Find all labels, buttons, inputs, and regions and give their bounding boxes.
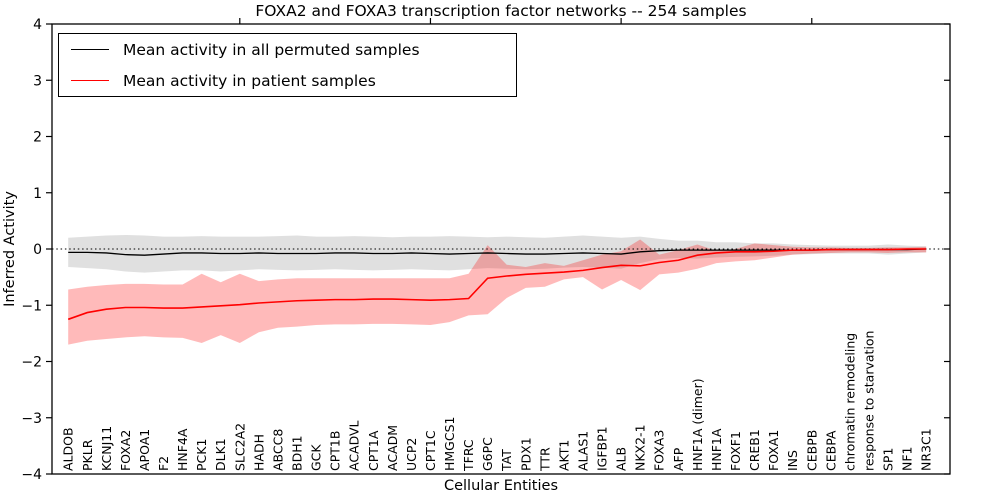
- x-axis-label: Cellular Entities: [443, 478, 559, 494]
- x-tick-label: BDH1: [289, 435, 304, 471]
- legend-label: Mean activity in all permuted samples: [123, 40, 420, 59]
- x-tick-label: FOXA1: [766, 430, 781, 471]
- x-tick-label: G6PC: [480, 437, 495, 471]
- x-tick-label: CPT1B: [328, 431, 343, 471]
- y-tick-label: −4: [21, 467, 42, 483]
- x-tick-label: ABCC8: [270, 429, 285, 471]
- x-tick-label: CEBPA: [823, 430, 838, 471]
- legend-line-black: [71, 49, 109, 50]
- x-tick-label: AKT1: [556, 440, 571, 471]
- x-tick-label: HADH: [251, 434, 266, 471]
- x-tick-label: TFRC: [461, 439, 476, 472]
- legend-entry-permuted: Mean activity in all permuted samples: [59, 34, 516, 65]
- legend: Mean activity in all permuted samples Me…: [58, 33, 517, 97]
- legend-label: Mean activity in patient samples: [123, 71, 376, 90]
- x-tick-label: NR3C1: [919, 428, 934, 471]
- x-tick-label: ACADVL: [347, 420, 362, 471]
- x-tick-label: TAT: [499, 449, 514, 472]
- y-tick-label: −3: [21, 411, 42, 427]
- x-tick-label: TTR: [537, 447, 552, 472]
- x-tick-label: chromatin remodeling: [842, 333, 857, 471]
- x-tick-label: HNF1A: [709, 428, 724, 471]
- y-tick-label: 3: [33, 73, 42, 89]
- x-tick-label: NKX2-1: [633, 424, 648, 471]
- x-tick-label: UCP2: [404, 438, 419, 471]
- x-tick-label: ALB: [614, 447, 629, 471]
- y-tick-label: 1: [33, 186, 42, 202]
- legend-line-red: [71, 80, 109, 81]
- y-tick-label: −2: [21, 355, 42, 371]
- x-tick-label: HNF4A: [175, 428, 190, 471]
- chart-title: FOXA2 and FOXA3 transcription factor net…: [255, 2, 747, 20]
- x-tick-label: CEBPB: [804, 430, 819, 471]
- x-tick-label: FOXA3: [652, 430, 667, 471]
- y-tick-label: 4: [33, 17, 42, 33]
- x-tick-label: IGFBP1: [595, 426, 610, 471]
- x-tick-label: PCK1: [194, 439, 209, 471]
- x-tick-label: APOA1: [137, 429, 152, 471]
- y-tick-label: 2: [33, 130, 42, 146]
- x-tick-label: CPT1A: [366, 430, 381, 471]
- x-tick-label: SLC2A2: [232, 423, 247, 471]
- x-tick-label: F2: [156, 456, 171, 471]
- patient-mean-line: [67, 248, 927, 321]
- x-tick-label: response to starvation: [861, 331, 876, 472]
- y-tick-label: 0: [33, 242, 42, 258]
- x-tick-label: HNF1A (dimer): [690, 378, 705, 471]
- patient-confidence-band: [68, 239, 927, 345]
- x-tick-label: ALDOB: [61, 427, 76, 471]
- y-tick-label: −1: [21, 298, 42, 314]
- x-tick-label: KCNJ11: [99, 426, 114, 471]
- x-tick-label: AFP: [671, 447, 686, 471]
- x-tick-label: PKLR: [80, 439, 95, 471]
- x-tick-label: HMGCS1: [442, 417, 457, 472]
- x-tick-label: FOXA2: [118, 430, 133, 471]
- x-tick-label: FOXF1: [728, 431, 743, 471]
- x-tick-label: CPT1C: [423, 430, 438, 471]
- x-tick-label: INS: [785, 450, 800, 471]
- x-tick-label: DLK1: [213, 438, 228, 471]
- x-tick-label: GCK: [309, 444, 324, 471]
- x-tick-label: NF1: [900, 447, 915, 472]
- x-tick-label: PDX1: [518, 437, 533, 471]
- x-tick-label: ACADM: [385, 425, 400, 471]
- x-tick-label: CREB1: [747, 429, 762, 471]
- legend-entry-patient: Mean activity in patient samples: [59, 65, 516, 96]
- x-tick-label: ALAS1: [575, 431, 590, 471]
- x-tick-label: SP1: [881, 448, 896, 471]
